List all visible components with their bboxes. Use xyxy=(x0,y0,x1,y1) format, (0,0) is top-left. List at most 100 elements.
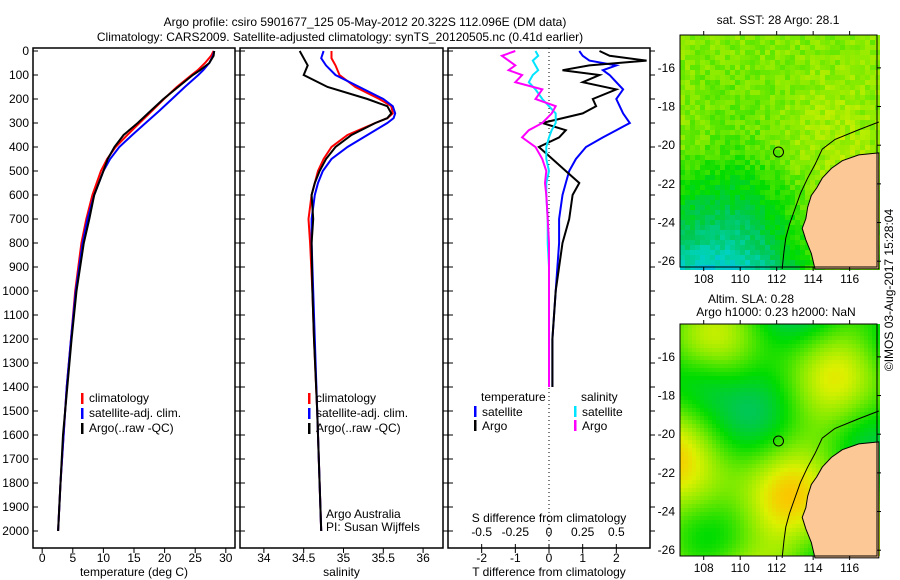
map-cell xyxy=(844,336,848,340)
map-cell xyxy=(750,170,755,175)
map-cell xyxy=(752,348,756,352)
map-cell xyxy=(690,60,695,65)
map-cell xyxy=(788,416,792,420)
map-cell xyxy=(700,120,705,125)
map-cell xyxy=(752,456,756,460)
map-cell xyxy=(772,360,776,364)
map-cell xyxy=(796,540,800,544)
map-cell xyxy=(760,245,765,250)
map-cell xyxy=(708,504,712,508)
map-cell xyxy=(790,40,795,45)
map-cell xyxy=(712,380,716,384)
map-cell xyxy=(685,115,690,120)
map-cell xyxy=(790,195,795,200)
map-cell xyxy=(710,230,715,235)
map-cell xyxy=(792,324,796,328)
map-cell xyxy=(736,332,740,336)
map-cell xyxy=(748,332,752,336)
map-cell xyxy=(728,452,732,456)
map-cell xyxy=(695,170,700,175)
map-cell xyxy=(785,170,790,175)
map-cell xyxy=(736,428,740,432)
map-cell xyxy=(720,40,725,45)
map-cell xyxy=(792,368,796,372)
map-cell xyxy=(790,215,795,220)
map-cell xyxy=(768,476,772,480)
map-cell xyxy=(748,356,752,360)
map-cell xyxy=(765,255,770,260)
map-cell xyxy=(760,150,765,155)
map-cell xyxy=(832,324,836,328)
map-cell xyxy=(712,480,716,484)
map-cell xyxy=(776,396,780,400)
map-cell xyxy=(872,344,876,348)
map-cell xyxy=(680,115,685,120)
map-cell xyxy=(756,420,760,424)
map-cell xyxy=(870,120,875,125)
map-cell xyxy=(690,105,695,110)
map-cell xyxy=(710,55,715,60)
map-cell xyxy=(850,45,855,50)
map-cell xyxy=(715,210,720,215)
map-cell xyxy=(804,324,808,328)
map-cell xyxy=(828,324,832,328)
map-cell xyxy=(685,180,690,185)
map-cell xyxy=(728,492,732,496)
map-cell xyxy=(760,468,764,472)
map-cell xyxy=(828,428,832,432)
map-cell xyxy=(855,150,860,155)
map-cell xyxy=(776,432,780,436)
map-cell xyxy=(808,344,812,348)
map-cell xyxy=(775,200,780,205)
map-cell xyxy=(728,448,732,452)
map-cell xyxy=(856,408,860,412)
map-cell xyxy=(840,328,844,332)
map-cell xyxy=(830,130,835,135)
map-cell xyxy=(808,448,812,452)
map-cell xyxy=(800,115,805,120)
map-cell xyxy=(835,55,840,60)
map-cell xyxy=(760,100,765,105)
map-cell xyxy=(760,344,764,348)
map-cell xyxy=(752,544,756,548)
map-cell xyxy=(792,376,796,380)
map-cell xyxy=(800,364,804,368)
map-cell xyxy=(715,260,720,265)
map-cell xyxy=(680,340,684,344)
map-cell xyxy=(700,165,705,170)
map-cell xyxy=(872,324,876,328)
map-cell xyxy=(796,480,800,484)
map-cell xyxy=(804,364,808,368)
map-cell xyxy=(788,352,792,356)
map-cell xyxy=(684,524,688,528)
map-cell xyxy=(760,220,765,225)
map-cell xyxy=(820,340,824,344)
map-cell xyxy=(768,480,772,484)
map-cell xyxy=(744,420,748,424)
map-cell xyxy=(760,80,765,85)
map-cell xyxy=(680,460,684,464)
map-cell xyxy=(725,105,730,110)
map-cell xyxy=(808,416,812,420)
map-cell xyxy=(776,352,780,356)
map-cell xyxy=(730,230,735,235)
map-cell xyxy=(815,35,820,40)
y-tick-label: 700 xyxy=(9,212,29,226)
map-cell xyxy=(840,344,844,348)
map-cell xyxy=(780,416,784,420)
map-cell xyxy=(796,344,800,348)
map-cell xyxy=(730,85,735,90)
map-cell xyxy=(768,540,772,544)
map-cell xyxy=(840,70,845,75)
map-cell xyxy=(735,145,740,150)
map-cell xyxy=(752,500,756,504)
map-cell xyxy=(688,468,692,472)
map-cell xyxy=(708,364,712,368)
map-cell xyxy=(860,396,864,400)
map-cell xyxy=(725,225,730,230)
map-cell xyxy=(800,210,805,215)
map-cell xyxy=(780,532,784,536)
map-cell xyxy=(695,85,700,90)
map-cell xyxy=(695,255,700,260)
map-cell xyxy=(700,200,705,205)
